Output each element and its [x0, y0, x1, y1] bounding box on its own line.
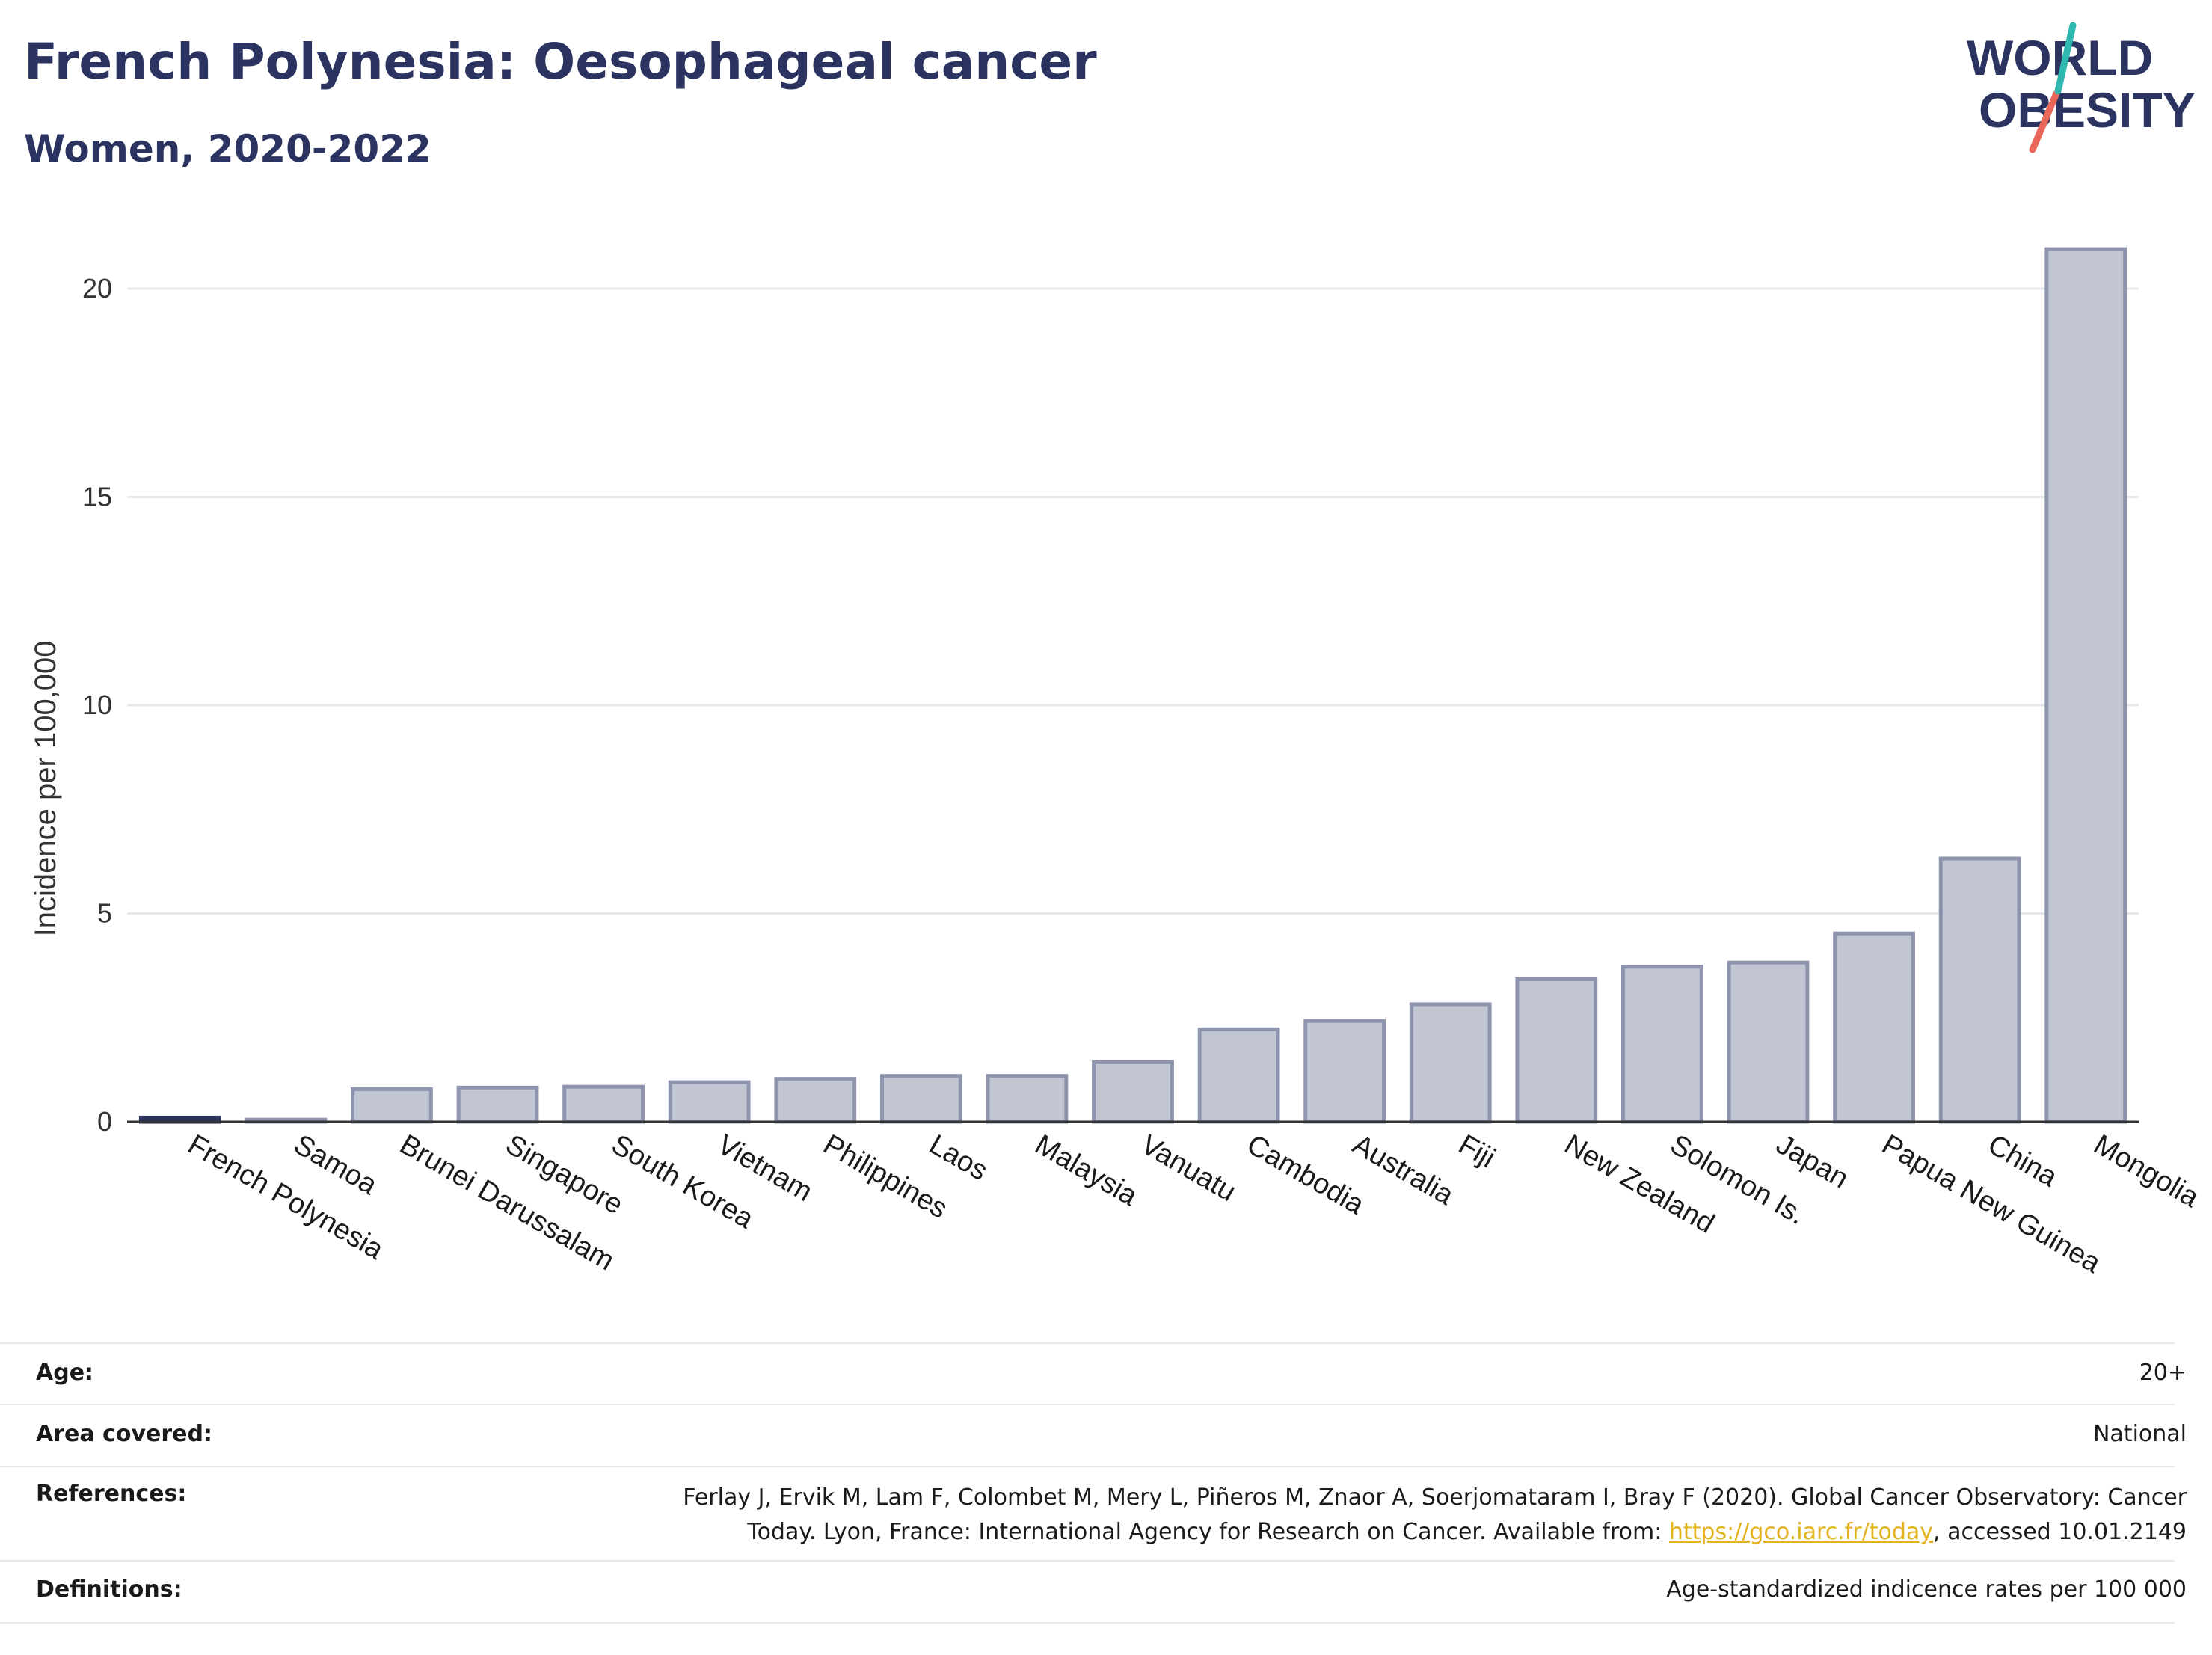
bar [1727, 960, 1810, 1124]
bar [1197, 1027, 1280, 1124]
references-line-2: Today. Lyon, France: International Agenc… [541, 1515, 2187, 1550]
area-label: Area covered: [36, 1421, 212, 1447]
x-tick-label: Japan [1771, 1129, 1854, 1194]
bar [1621, 965, 1703, 1124]
y-tick-label: 20 [82, 273, 112, 304]
bar [1833, 931, 1915, 1124]
meta-divider [0, 1404, 2175, 1405]
x-tick-label: Malaysia [1030, 1129, 1143, 1212]
bar [774, 1077, 857, 1124]
bar [562, 1084, 645, 1124]
x-tick-label: Laos [924, 1129, 992, 1187]
bar [1092, 1060, 1174, 1124]
x-tick-label: Cambodia [1241, 1129, 1370, 1220]
references-text: Ferlay J, Ervik M, Lam F, Colombet M, Me… [541, 1481, 2187, 1550]
references-link[interactable]: https://gco.iarc.fr/today [1668, 1519, 1934, 1545]
age-value: 20+ [2139, 1360, 2187, 1386]
bar [1409, 1002, 1492, 1124]
references-label: References: [36, 1481, 187, 1507]
chart-subtitle: Women, 2020-2022 [24, 127, 431, 171]
definitions-value: Age-standardized indicence rates per 100… [1666, 1576, 2187, 1603]
bar [1303, 1019, 1386, 1124]
meta-divider-bottom [0, 1622, 2175, 1624]
meta-divider [0, 1560, 2175, 1562]
bar-chart: 0 5 10 15 20 Incidence per 100,000 French Poly… [29, 247, 2205, 1280]
bar [2044, 247, 2127, 1124]
bar [351, 1087, 433, 1124]
logo-line2: OBESITY [1979, 82, 2196, 138]
references-text-2b: , accessed 10.01.2149 [1933, 1519, 2187, 1545]
area-value: National [2092, 1421, 2187, 1447]
y-tick-label: 15 [82, 482, 112, 512]
x-tick-label: Mongolia [2089, 1129, 2205, 1214]
references-text-2a: Today. Lyon, France: International Agenc… [747, 1519, 1669, 1545]
x-tick-label: French Polynesia [182, 1129, 389, 1266]
x-tick-label: Vanuatu [1136, 1129, 1241, 1208]
bar [668, 1080, 751, 1124]
bar [986, 1074, 1069, 1124]
y-axis-label: Incidence per 100,000 [29, 640, 62, 936]
bar [879, 1074, 962, 1124]
y-tick-label: 0 [97, 1106, 112, 1137]
chart-title: French Polynesia: Oesophageal cancer [24, 33, 1097, 90]
age-label: Age: [36, 1360, 94, 1386]
y-tick-label: 10 [82, 690, 112, 720]
bar [1938, 856, 2021, 1124]
x-tick-label: China [1982, 1129, 2063, 1193]
world-obesity-logo: WORLD OBESITY [1967, 22, 2196, 153]
x-tick-label: Fiji [1453, 1129, 1500, 1174]
references-line-1: Ferlay J, Ervik M, Lam F, Colombet M, Me… [683, 1484, 2187, 1511]
meta-divider-top [0, 1342, 2175, 1344]
bar [1515, 977, 1598, 1124]
bar [456, 1085, 539, 1124]
y-tick-label: 5 [97, 898, 112, 929]
meta-divider [0, 1466, 2175, 1467]
definitions-label: Definitions: [36, 1576, 182, 1603]
